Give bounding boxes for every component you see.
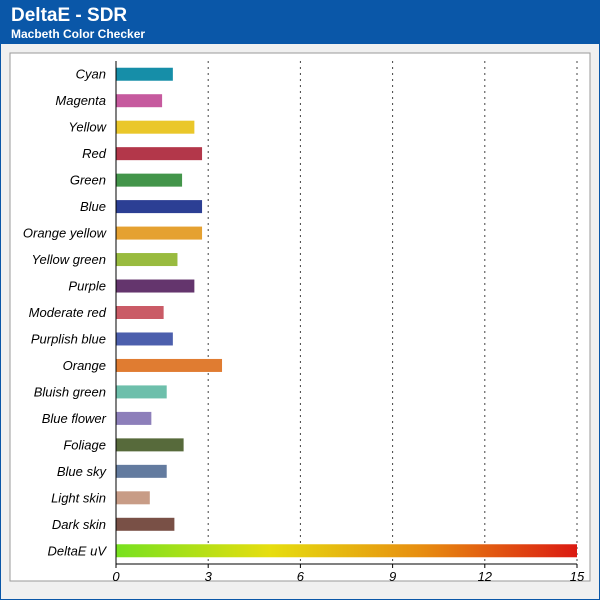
chart-panel: Cyan Magenta Yellow Red Green Blue Orange yell… (1, 44, 599, 599)
x-tick-label: 6 (297, 569, 305, 584)
category-label: Blue flower (42, 411, 107, 426)
category-label: Light skin (51, 490, 106, 505)
bar (116, 147, 203, 161)
bar-chart: Cyan Magenta Yellow Red Green Blue Orange yell… (9, 52, 591, 584)
x-tick-label: 15 (570, 569, 585, 584)
bar (116, 411, 152, 425)
bar (116, 120, 195, 134)
category-label: Blue (80, 199, 106, 214)
category-label: Dark skin (52, 517, 106, 532)
chart-title: DeltaE - SDR (11, 5, 128, 26)
x-tick-label: 9 (389, 569, 396, 584)
category-label: Orange yellow (23, 226, 108, 241)
category-label: Bluish green (34, 384, 106, 399)
category-label: Blue sky (57, 464, 108, 479)
x-tick-label: 0 (112, 569, 120, 584)
category-label: Yellow (68, 120, 107, 135)
bar (116, 385, 167, 399)
bar (116, 253, 178, 267)
category-label: Yellow green (32, 252, 106, 267)
category-label: Cyan (76, 67, 106, 82)
bar (116, 464, 167, 478)
x-tick-label: 3 (205, 569, 213, 584)
bar (116, 173, 183, 187)
bar (116, 438, 184, 452)
bar (116, 358, 223, 372)
category-label: Orange (63, 358, 106, 373)
category-label: Magenta (55, 93, 106, 108)
chart-subtitle: Macbeth Color Checker (11, 27, 146, 41)
bar (116, 544, 577, 558)
category-label: Purple (68, 279, 106, 294)
bar (116, 279, 195, 293)
category-label: Red (82, 146, 107, 161)
chart-header: DeltaE - SDR Macbeth Color Checker (1, 1, 599, 44)
bar (116, 491, 150, 505)
bar (116, 226, 203, 240)
category-label: Foliage (63, 437, 106, 452)
bar (116, 94, 163, 108)
bar (116, 517, 175, 531)
bar (116, 200, 203, 214)
category-label: Moderate red (29, 305, 107, 320)
bar (116, 67, 173, 81)
x-tick-label: 12 (478, 569, 493, 584)
category-label: Green (70, 173, 106, 188)
bar (116, 306, 164, 319)
category-label: DeltaE uV (47, 543, 107, 558)
category-label: Purplish blue (31, 331, 106, 346)
bar (116, 332, 173, 346)
